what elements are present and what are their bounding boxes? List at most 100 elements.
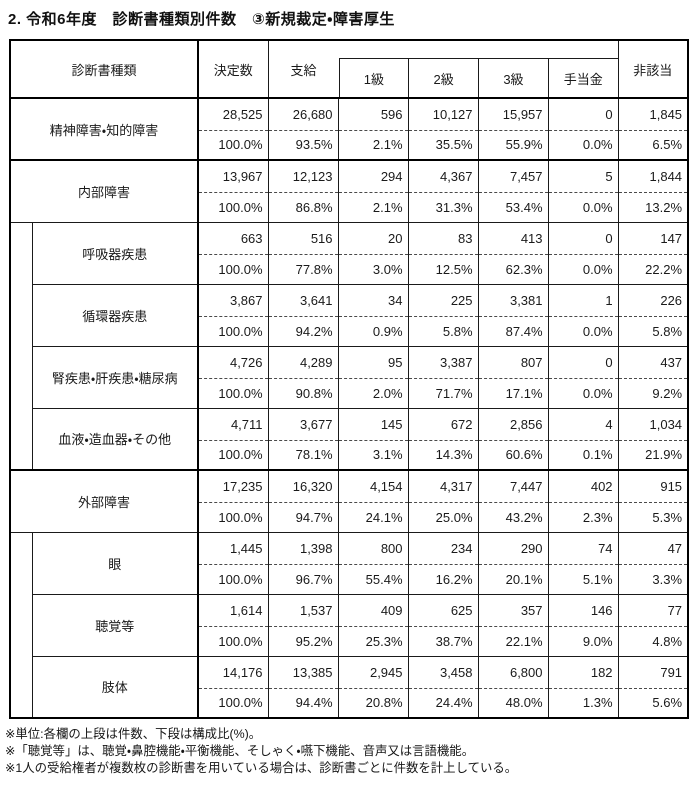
percent-cell: 95.2% [267,626,339,657]
percent-cell: 2.0% [337,378,409,409]
count-cell: 290 [477,531,549,565]
percent-cell: 94.4% [267,688,339,719]
count-cell: 3,387 [407,345,479,379]
count-cell: 17,235 [197,469,269,503]
percent-cell: 0.0% [547,316,619,347]
count-cell: 28,525 [197,97,269,131]
count-cell: 226 [617,283,689,317]
count-cell: 13,385 [267,655,339,689]
count-cell: 95 [337,345,409,379]
percent-cell: 0.9% [337,316,409,347]
percent-cell: 86.8% [267,192,339,223]
percent-cell: 94.2% [267,316,339,347]
percent-cell: 25.0% [407,502,479,533]
table-body: 精神障害・知的障害 28,525 26,680 596 10,127 15,957 0 1,8… [9,97,689,719]
table-row-percent: 100.0% 95.2% 25.3% 38.7% 22.1% 9.0% 4.8% [10,626,689,657]
count-cell: 4,317 [407,469,479,503]
percent-cell: 5.1% [547,564,619,595]
table-row: 眼 1,445 1,398 800 234 290 74 47 [9,531,689,718]
percent-cell: 16.2% [407,564,479,595]
percent-cell: 25.3% [337,626,409,657]
percent-cell: 90.8% [267,378,339,409]
header-paid-group: 支給 1級 2級 3級 手当金 [267,39,619,99]
footnote-line: ※単位:各欄の上段は件数、下段は構成比(%)。 [5,727,262,741]
percent-cell: 100.0% [197,130,269,161]
row-label: 内部障害 [9,159,200,223]
count-cell: 791 [617,655,689,689]
count-cell: 145 [337,407,409,441]
count-cell: 34 [337,283,409,317]
count-cell: 3,641 [267,283,339,317]
count-cell: 596 [337,97,409,131]
count-cell: 3,677 [267,407,339,441]
paid-subheaders: 1級 2級 3級 手当金 [338,41,618,96]
percent-cell: 31.3% [407,192,479,223]
percent-cell: 13.2% [617,192,689,223]
count-cell: 5 [547,159,619,193]
percent-cell: 100.0% [197,502,269,533]
count-cell: 625 [407,593,479,627]
count-cell: 2,945 [337,655,409,689]
percent-cell: 2.3% [547,502,619,533]
count-cell: 13,967 [197,159,269,193]
count-cell: 1,445 [197,531,269,565]
percent-cell: 77.8% [267,254,339,285]
count-cell: 1,537 [267,593,339,627]
row-label: 腎疾患・肝疾患・糖尿病 [31,345,200,409]
indent-gutter [9,222,33,470]
header-decided: 決定数 [197,39,269,99]
count-cell: 3,381 [477,283,549,317]
table-header-row: 診断書種類 決定数 支給 1級 2級 3級 手当金 非該当 [9,39,689,99]
header-allowance: 手当金 [547,59,617,96]
header-not-applicable: 非該当 [617,39,689,99]
count-cell: 516 [267,221,339,255]
table-row: 循環器疾患 3,867 3,641 34 225 3,381 1 226 [10,283,689,347]
percent-cell: 71.7% [407,378,479,409]
count-cell: 4,726 [197,345,269,379]
percent-cell: 100.0% [197,626,269,657]
header-grade2: 2級 [408,59,478,96]
footnote-line: ※1人の受給権者が複数枚の診断書を用いている場合は、診断書ごとに件数を計上してい… [5,760,518,775]
percent-cell: 20.1% [477,564,549,595]
table-row: 精神障害・知的障害 28,525 26,680 596 10,127 15,957 0 1,8… [9,97,689,161]
percent-cell: 0.0% [547,130,619,161]
count-cell: 1,398 [267,531,339,565]
percent-cell: 0.0% [547,254,619,285]
row-label: 外部障害 [9,469,200,533]
percent-cell: 100.0% [197,192,269,223]
percent-cell: 96.7% [267,564,339,595]
percent-cell: 5.8% [617,316,689,347]
row-label: 肢体 [31,655,200,719]
count-cell: 1,614 [197,593,269,627]
percent-cell: 14.3% [407,440,479,471]
row-label: 眼 [31,531,200,595]
footnotes: ※単位:各欄の上段は件数、下段は構成比(%)。 ※「聴覚等」は、聴覚・鼻腔機能・… [5,726,698,776]
percent-cell: 2.1% [337,192,409,223]
percent-cell: 55.4% [337,564,409,595]
count-cell: 4,367 [407,159,479,193]
percent-cell: 1.3% [547,688,619,719]
count-cell: 10,127 [407,97,479,131]
table-row-percent: 100.0% 86.8% 2.1% 31.3% 53.4% 0.0% 13.2% [10,192,689,223]
row-label: 血液・造血器・その他 [31,407,200,471]
percent-cell: 3.3% [617,564,689,595]
table-row-percent: 100.0% 96.7% 55.4% 16.2% 20.1% 5.1% 3.3% [10,564,689,595]
count-cell: 357 [477,593,549,627]
percent-cell: 24.4% [407,688,479,719]
count-cell: 4,289 [267,345,339,379]
percent-cell: 17.1% [477,378,549,409]
count-cell: 6,800 [477,655,549,689]
count-cell: 4 [547,407,619,441]
percent-cell: 0.0% [547,192,619,223]
count-cell: 234 [407,531,479,565]
count-cell: 7,447 [477,469,549,503]
count-cell: 147 [617,221,689,255]
header-type: 診断書種類 [9,39,200,99]
count-cell: 1,844 [617,159,689,193]
row-label: 精神障害・知的障害 [9,97,200,161]
count-cell: 663 [197,221,269,255]
percent-cell: 35.5% [407,130,479,161]
percent-cell: 22.2% [617,254,689,285]
count-cell: 409 [337,593,409,627]
percent-cell: 100.0% [197,254,269,285]
